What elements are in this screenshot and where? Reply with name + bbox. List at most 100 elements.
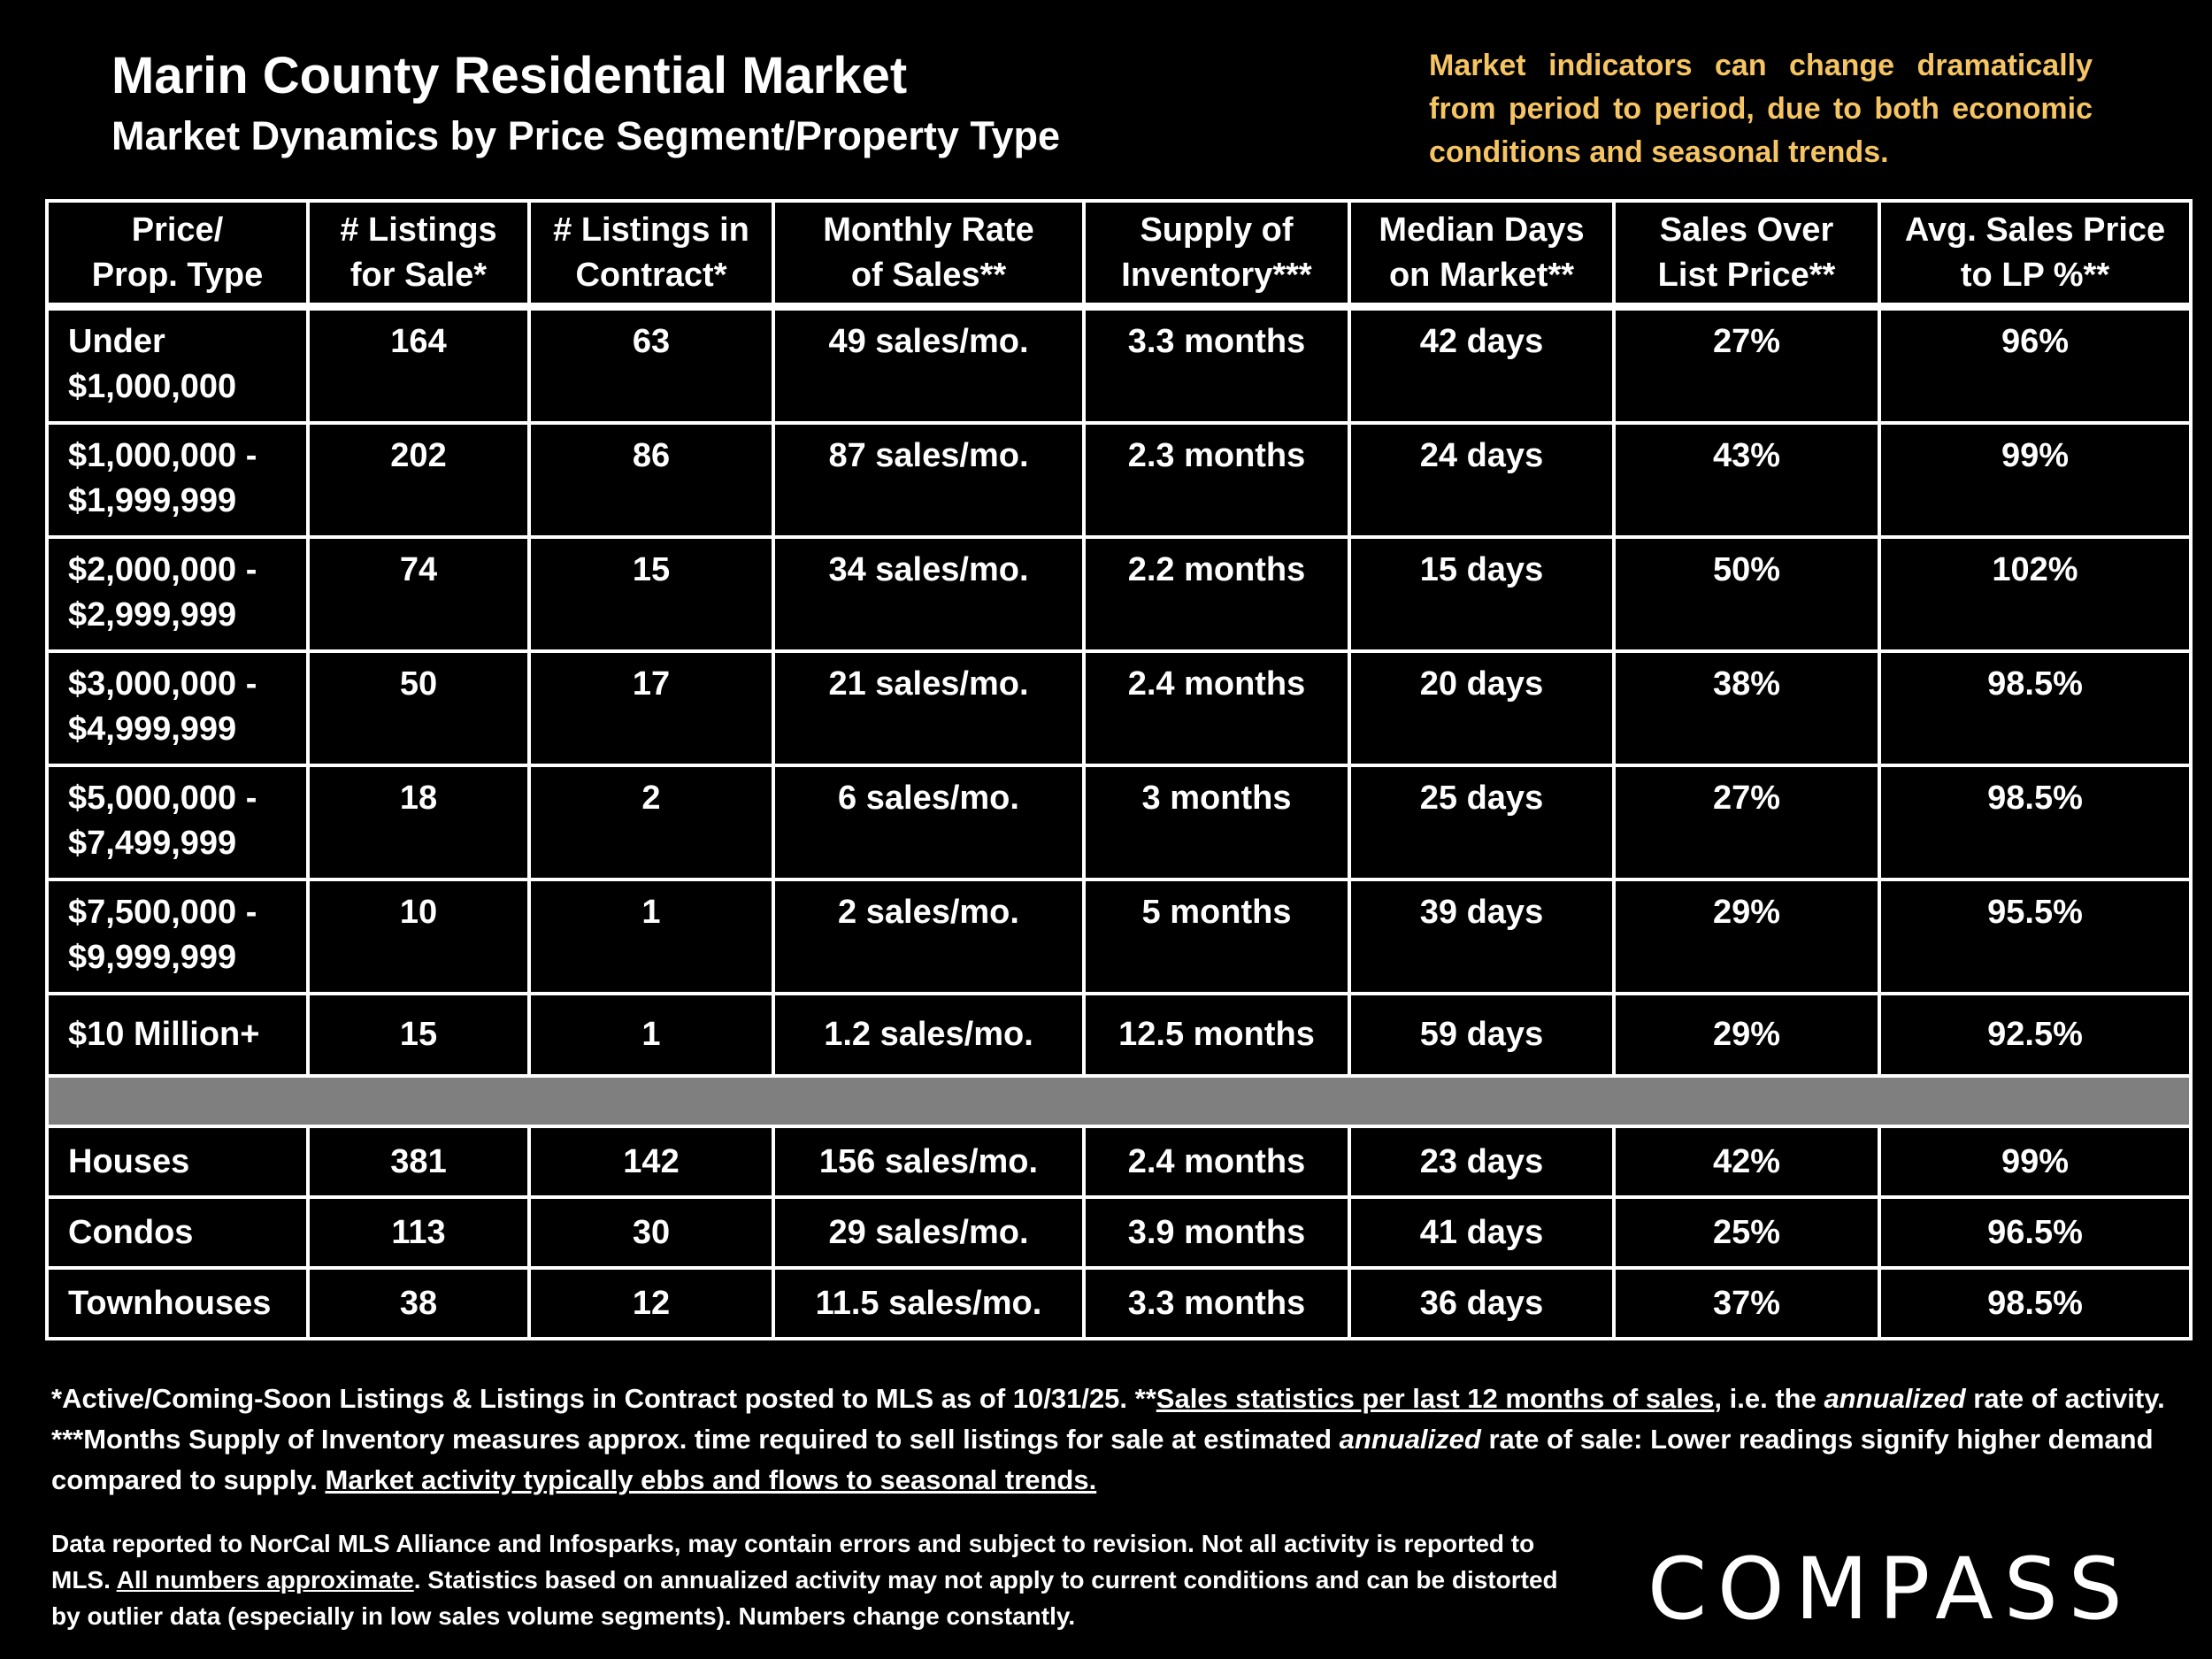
header-row: Price/ Prop. Type # Listings for Sale* # L…	[45, 199, 2193, 311]
row-label: Townhouses	[45, 1266, 310, 1340]
table-cell: 113	[306, 1195, 531, 1270]
table-cell: 42 days	[1348, 304, 1616, 425]
table-row: Condos 113 30 29 sales/mo. 3.9 months 41 days…	[45, 1195, 2193, 1270]
table-cell: 20 days	[1348, 649, 1616, 767]
table-cell: 12	[527, 1266, 775, 1340]
table-cell: 98.5%	[1878, 649, 2193, 767]
table-cell: 29%	[1612, 992, 1881, 1078]
table-cell: 96%	[1878, 304, 2193, 425]
footnote-text: Data reported to NorCal MLS Alliance and…	[51, 1530, 1535, 1594]
table-cell: 29%	[1612, 878, 1881, 995]
row-label: Houses	[45, 1125, 310, 1199]
market-table: Price/ Prop. Type # Listings for Sale* # L…	[45, 199, 2193, 1340]
footnote-disclaimer: Data reported to NorCal MLS Alliance and…	[51, 1525, 1582, 1634]
column-header: # Listings in Contract*	[527, 199, 775, 311]
table-row: $5,000,000 - $7,499,999 18 2 6 sales/mo. 3 m…	[45, 764, 2193, 881]
table-cell: 99%	[1878, 1125, 2193, 1199]
table-cell: 38%	[1612, 649, 1881, 767]
row-label: $10 Million+	[45, 992, 310, 1078]
table-cell: 15 days	[1348, 535, 1616, 653]
table-cell: 74	[306, 535, 531, 653]
table-cell: 102%	[1878, 535, 2193, 653]
table-row: $7,500,000 - $9,999,999 10 1 2 sales/mo. 5 m…	[45, 878, 2193, 995]
column-header: Price/ Prop. Type	[45, 199, 310, 311]
note: Market indicators can change dramaticall…	[1429, 49, 2093, 169]
footnote-text: rate of activity. ***Months Supply of In…	[51, 1383, 2165, 1455]
table-cell: 2 sales/mo.	[772, 878, 1086, 995]
column-header: Monthly Rate of Sales**	[772, 199, 1086, 311]
logo: COMPASS	[1647, 1540, 2133, 1639]
table-cell: 25 days	[1348, 764, 1616, 881]
table-row: Houses 381 142 156 sales/mo. 2.4 months 23 da…	[45, 1125, 2193, 1199]
table-cell: 86	[527, 421, 775, 539]
table-cell: 41 days	[1348, 1195, 1616, 1270]
table-cell: 29 sales/mo.	[772, 1195, 1086, 1270]
table-cell: 18	[306, 764, 531, 881]
table-cell: 23 days	[1348, 1125, 1616, 1199]
table-cell: 24 days	[1348, 421, 1616, 539]
title: Marin County Residential Market	[111, 47, 908, 104]
table-cell: 11.5 sales/mo.	[772, 1266, 1086, 1340]
table-cell: 142	[527, 1125, 775, 1199]
table-cell: 50	[306, 649, 531, 767]
footnote-text: Market activity typically ebbs and flows…	[325, 1464, 1097, 1495]
table-cell: 87 sales/mo.	[772, 421, 1086, 539]
table-cell: 1	[527, 878, 775, 995]
footnote-text: All numbers approximate	[116, 1566, 414, 1594]
table-cell: 42%	[1612, 1125, 1881, 1199]
table-cell: 96.5%	[1878, 1195, 2193, 1270]
table-cell: 2.3 months	[1082, 421, 1351, 539]
table-cell: 36 days	[1348, 1266, 1616, 1340]
table-cell: 43%	[1612, 421, 1881, 539]
row-label: $7,500,000 - $9,999,999	[45, 878, 310, 995]
table-cell: 50%	[1612, 535, 1881, 653]
table-cell: 3 months	[1082, 764, 1351, 881]
table-row: Townhouses 38 12 11.5 sales/mo. 3.3 months 36…	[45, 1266, 2193, 1340]
column-header: # Listings for Sale*	[306, 199, 531, 311]
table-cell: 15	[306, 992, 531, 1078]
table-cell: 6 sales/mo.	[772, 764, 1086, 881]
footnote-text: annualized	[1339, 1424, 1481, 1455]
table-cell: 2	[527, 764, 775, 881]
table-cell: 38	[306, 1266, 531, 1340]
row-label: Under $1,000,000	[45, 304, 310, 425]
row-label: $3,000,000 - $4,999,999	[45, 649, 310, 767]
column-header: Median Days on Market**	[1348, 199, 1616, 311]
table-cell: 37%	[1612, 1266, 1881, 1340]
row-label: $5,000,000 - $7,499,999	[45, 764, 310, 881]
table-cell: 2.4 months	[1082, 649, 1351, 767]
table-cell: 21 sales/mo.	[772, 649, 1086, 767]
table-cell: 1.2 sales/mo.	[772, 992, 1086, 1078]
footnote-text: annualized	[1824, 1383, 1966, 1414]
footnote-text: rate of sale: Lower readings signify hig…	[51, 1424, 2154, 1495]
column-header: Avg. Sales Price to LP %**	[1878, 199, 2193, 311]
column-header: Sales Over List Price**	[1612, 199, 1881, 311]
row-label: $1,000,000 - $1,999,999	[45, 421, 310, 539]
table-row: $10 Million+ 15 1 1.2 sales/mo. 12.5 months 5…	[45, 992, 2193, 1078]
table-cell: 63	[527, 304, 775, 425]
table-row: $2,000,000 - $2,999,999 74 15 34 sales/mo. 2…	[45, 535, 2193, 653]
table-cell: 10	[306, 878, 531, 995]
table-cell: 27%	[1612, 304, 1881, 425]
table-cell: 1	[527, 992, 775, 1078]
table-cell: 99%	[1878, 421, 2193, 539]
table-cell: 3.3 months	[1082, 304, 1351, 425]
table-cell: 92.5%	[1878, 992, 2193, 1078]
footnote-definitions: *Active/Coming-Soon Listings & Listings …	[51, 1379, 2166, 1501]
table-cell: 156 sales/mo.	[772, 1125, 1086, 1199]
table-row: Under $1,000,000 164 63 49 sales/mo. 3.3 mon…	[45, 304, 2193, 425]
table-cell: 15	[527, 535, 775, 653]
table-cell: 17	[527, 649, 775, 767]
table-cell: 3.3 months	[1082, 1266, 1351, 1340]
table-cell: 49 sales/mo.	[772, 304, 1086, 425]
row-label: Condos	[45, 1195, 310, 1270]
table-cell: 27%	[1612, 764, 1881, 881]
table-cell: 25%	[1612, 1195, 1881, 1270]
table-cell: 30	[527, 1195, 775, 1270]
column-header: Supply of Inventory***	[1082, 199, 1351, 311]
table-cell: 381	[306, 1125, 531, 1199]
table-cell: 39 days	[1348, 878, 1616, 995]
table-cell: 34 sales/mo.	[772, 535, 1086, 653]
table-cell: 98.5%	[1878, 764, 2193, 881]
table-cell: 59 days	[1348, 992, 1616, 1078]
